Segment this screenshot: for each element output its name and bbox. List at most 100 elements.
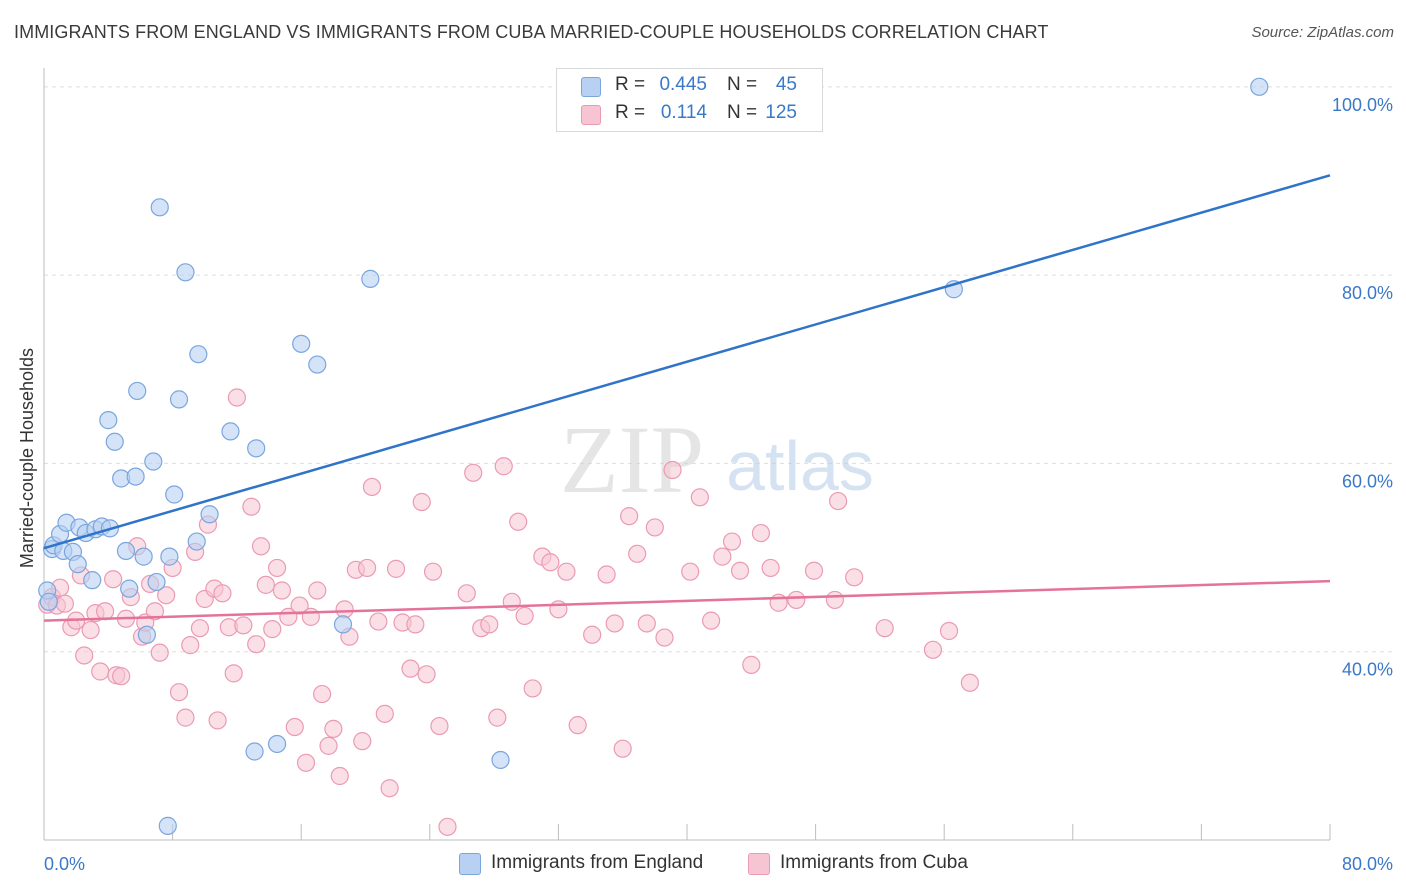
- bottom-legend-label-england: Immigrants from England: [491, 852, 704, 873]
- watermark: ZIP atlas: [560, 406, 874, 513]
- point-cuba: [494, 457, 513, 476]
- bottom-legend-label-cuba: Immigrants from Cuba: [780, 852, 968, 873]
- point-cuba: [412, 492, 431, 512]
- point-england: [134, 547, 153, 566]
- y-tick-label: 100.0%: [1332, 95, 1393, 115]
- point-cuba: [369, 612, 388, 631]
- point-cuba: [502, 592, 521, 611]
- point-england: [126, 467, 145, 486]
- point-england: [491, 750, 510, 770]
- point-cuba: [488, 708, 507, 727]
- point-cuba: [91, 662, 110, 681]
- point-cuba: [655, 628, 674, 647]
- point-england: [333, 615, 353, 634]
- point-cuba: [825, 590, 844, 610]
- point-cuba: [417, 665, 436, 684]
- point-england: [169, 390, 189, 409]
- point-cuba: [176, 708, 195, 727]
- point-cuba: [960, 673, 980, 692]
- point-england: [83, 571, 102, 590]
- point-cuba: [362, 477, 382, 497]
- point-cuba: [319, 736, 338, 755]
- watermark-atlas: atlas: [726, 427, 874, 505]
- legend-r-value: 0.114: [660, 102, 707, 123]
- point-cuba: [438, 817, 457, 836]
- legend-n-label: N =: [727, 74, 758, 95]
- chart-title: IMMIGRANTS FROM ENGLAND VS IMMIGRANTS FR…: [14, 22, 1049, 42]
- point-england: [128, 381, 147, 401]
- point-england: [189, 345, 208, 364]
- point-england: [137, 625, 156, 644]
- point-england: [247, 439, 266, 458]
- point-england: [165, 485, 184, 504]
- point-cuba: [324, 719, 343, 739]
- point-england: [267, 734, 287, 754]
- point-cuba: [645, 518, 664, 537]
- point-england: [308, 355, 327, 374]
- point-england: [158, 816, 177, 835]
- label-layer: 40.0% 60.0% 80.0% 100.0% 0.0% 80.0% Married-co…: [17, 95, 1393, 874]
- point-cuba: [557, 562, 576, 581]
- point-cuba: [242, 497, 261, 516]
- point-cuba: [256, 575, 275, 594]
- point-cuba: [145, 602, 165, 621]
- legend-n-value: 125: [765, 102, 797, 123]
- legend-r-value: 0.445: [659, 74, 707, 95]
- point-cuba: [663, 460, 682, 480]
- legend-row-england: R = 0.445 N = 45: [557, 74, 822, 100]
- point-england: [147, 572, 166, 592]
- trend-line-cuba: [43, 579, 1331, 622]
- point-cuba: [227, 388, 246, 407]
- point-cuba: [875, 619, 894, 638]
- point-cuba: [263, 620, 282, 639]
- legend-r-label: R =: [615, 102, 646, 123]
- point-england: [221, 422, 240, 441]
- point-cuba: [939, 621, 959, 641]
- point-cuba: [272, 581, 292, 600]
- point-cuba: [613, 739, 632, 758]
- point-cuba: [353, 732, 372, 751]
- point-cuba: [386, 559, 406, 578]
- point-cuba: [523, 679, 542, 698]
- point-cuba: [55, 594, 74, 613]
- point-england: [150, 198, 169, 217]
- point-cuba: [181, 636, 200, 655]
- point-england: [176, 263, 195, 282]
- point-cuba: [312, 684, 332, 704]
- legend-r-label: R =: [615, 74, 646, 95]
- point-england: [116, 541, 136, 561]
- legend-swatch-cuba: [581, 105, 601, 125]
- point-england: [105, 432, 124, 451]
- legend-row-cuba: R = 0.114 N = 125: [557, 102, 822, 128]
- point-cuba: [923, 640, 943, 659]
- point-cuba: [568, 716, 587, 735]
- point-cuba: [541, 553, 560, 572]
- point-cuba: [515, 606, 534, 626]
- point-cuba: [457, 584, 476, 603]
- point-cuba: [157, 586, 176, 605]
- point-cuba: [358, 558, 377, 578]
- point-cuba: [730, 561, 750, 580]
- point-cuba: [247, 635, 266, 654]
- point-england: [245, 742, 264, 761]
- point-cuba: [375, 704, 394, 723]
- point-cuba: [81, 620, 100, 640]
- point-cuba: [406, 615, 425, 634]
- point-cuba: [169, 683, 189, 702]
- axis-layer: [43, 68, 1331, 841]
- point-cuba: [761, 558, 780, 578]
- point-cuba: [75, 646, 94, 665]
- legend-n-value: 45: [775, 74, 797, 95]
- point-cuba: [845, 568, 864, 587]
- point-cuba: [380, 779, 399, 798]
- point-cuba: [751, 523, 771, 543]
- point-cuba: [464, 463, 483, 482]
- x-tick-label: 0.0%: [44, 854, 85, 874]
- point-cuba: [401, 659, 420, 678]
- point-cuba: [335, 600, 354, 619]
- point-cuba: [681, 562, 700, 581]
- point-cuba: [290, 596, 309, 615]
- trend-layer: [43, 174, 1331, 622]
- y-tick-label: 40.0%: [1342, 660, 1393, 680]
